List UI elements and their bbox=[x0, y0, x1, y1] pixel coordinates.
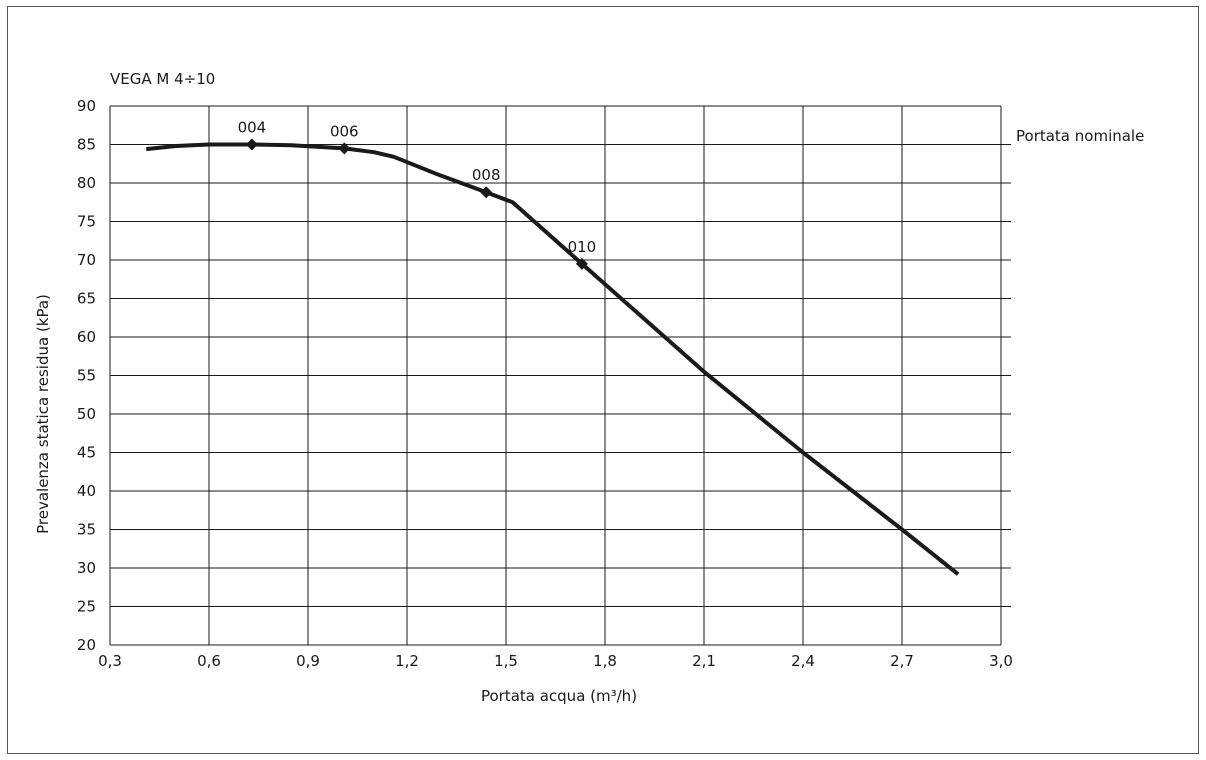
marker-label-008: 008 bbox=[472, 166, 501, 184]
y-tick-label: 80 bbox=[77, 174, 96, 192]
marker-label-010: 010 bbox=[568, 238, 597, 256]
grid bbox=[109, 105, 1011, 646]
y-tick-label: 85 bbox=[77, 136, 96, 154]
marker-label-006: 006 bbox=[330, 122, 359, 140]
x-tick-label: 2,1 bbox=[692, 652, 716, 670]
x-tick-label: 0,6 bbox=[197, 652, 221, 670]
x-tick-label: 0,9 bbox=[296, 652, 320, 670]
x-axis-ticks: 0,3 0,6 0,9 1,2 1,5 1,8 2,1 2,4 2,7 3,0 bbox=[98, 652, 1013, 670]
y-tick-label: 70 bbox=[77, 251, 96, 269]
chart-frame bbox=[7, 6, 1199, 754]
x-tick-label: 1,5 bbox=[494, 652, 518, 670]
y-tick-label: 25 bbox=[77, 598, 96, 616]
x-axis-label: Portata acqua (m³/h) bbox=[481, 687, 637, 705]
y-tick-label: 45 bbox=[77, 444, 96, 462]
y-tick-label: 55 bbox=[77, 367, 96, 385]
y-axis-ticks: 20 25 30 35 40 45 50 55 60 65 70 75 80 85 90 bbox=[77, 97, 96, 654]
x-tick-label: 2,4 bbox=[791, 652, 815, 670]
series-line bbox=[146, 142, 960, 576]
x-tick-label: 1,8 bbox=[593, 652, 617, 670]
y-tick-label: 40 bbox=[77, 482, 96, 500]
x-tick-label: 0,3 bbox=[98, 652, 122, 670]
y-tick-label: 35 bbox=[77, 521, 96, 539]
x-tick-label: 3,0 bbox=[989, 652, 1013, 670]
marker-004 bbox=[245, 138, 258, 151]
y-tick-label: 50 bbox=[77, 405, 96, 423]
x-tick-label: 1,2 bbox=[395, 652, 419, 670]
y-tick-label: 65 bbox=[77, 290, 96, 308]
x-tick-label: 2,7 bbox=[890, 652, 914, 670]
marker-label-004: 004 bbox=[238, 119, 267, 137]
y-tick-label: 60 bbox=[77, 328, 96, 346]
y-tick-label: 20 bbox=[77, 636, 96, 654]
y-axis-label: Prevalenza statica residua (kPa) bbox=[34, 294, 52, 534]
marker-010 bbox=[575, 257, 588, 270]
y-tick-label: 30 bbox=[77, 559, 96, 577]
data-markers: 004 006 008 010 bbox=[238, 119, 597, 270]
y-tick-label: 90 bbox=[77, 97, 96, 115]
marker-006 bbox=[338, 142, 351, 155]
y-tick-label: 75 bbox=[77, 213, 96, 231]
chart-title: VEGA M 4÷10 bbox=[110, 70, 215, 88]
marker-008 bbox=[480, 186, 493, 199]
legend-text: Portata nominale bbox=[1016, 127, 1144, 145]
